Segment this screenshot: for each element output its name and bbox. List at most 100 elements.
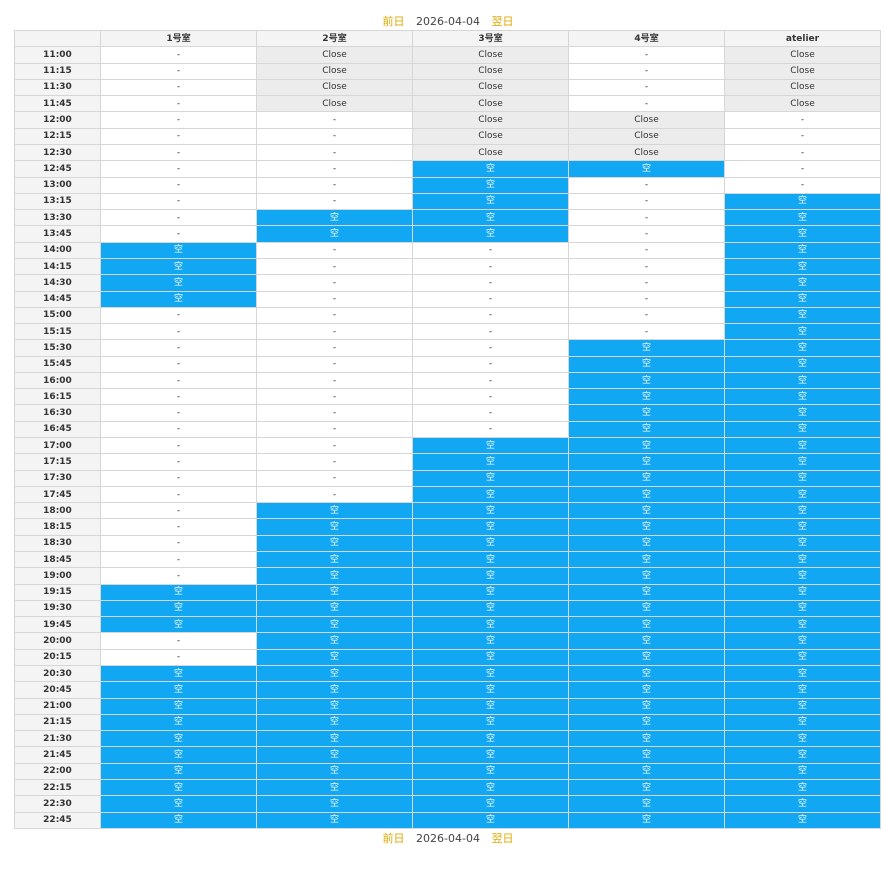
free-slot[interactable]: 空 [568, 355, 725, 373]
free-slot[interactable]: 空 [568, 160, 725, 178]
free-slot[interactable]: 空 [256, 209, 413, 227]
free-slot[interactable]: 空 [412, 176, 569, 194]
free-slot[interactable]: 空 [568, 746, 725, 764]
free-slot[interactable]: 空 [412, 469, 569, 487]
free-slot[interactable]: 空 [724, 371, 881, 390]
free-slot[interactable]: 空 [256, 762, 413, 780]
free-slot[interactable]: 空 [412, 502, 569, 520]
next-day-link[interactable]: 翌日 [491, 15, 514, 28]
free-slot[interactable]: 空 [724, 518, 881, 536]
free-slot[interactable]: 空 [568, 339, 725, 357]
free-slot[interactable]: 空 [724, 534, 881, 553]
free-slot[interactable]: 空 [256, 730, 413, 748]
free-slot[interactable]: 空 [412, 599, 569, 618]
free-slot[interactable]: 空 [568, 697, 725, 715]
free-slot[interactable]: 空 [724, 730, 881, 748]
free-slot[interactable]: 空 [256, 534, 413, 553]
free-slot[interactable]: 空 [100, 664, 257, 683]
free-slot[interactable]: 空 [100, 730, 257, 748]
free-slot[interactable]: 空 [100, 713, 257, 732]
free-slot[interactable]: 空 [724, 583, 881, 601]
free-slot[interactable]: 空 [568, 730, 725, 748]
free-slot[interactable]: 空 [724, 437, 881, 455]
free-slot[interactable]: 空 [412, 697, 569, 715]
free-slot[interactable]: 空 [724, 599, 881, 618]
free-slot[interactable]: 空 [100, 795, 257, 813]
free-slot[interactable]: 空 [568, 762, 725, 780]
free-slot[interactable]: 空 [412, 664, 569, 683]
free-slot[interactable]: 空 [724, 453, 881, 471]
free-slot[interactable]: 空 [568, 811, 725, 829]
free-slot[interactable]: 空 [724, 697, 881, 715]
free-slot[interactable]: 空 [568, 567, 725, 585]
free-slot[interactable]: 空 [412, 681, 569, 699]
free-slot[interactable]: 空 [568, 583, 725, 601]
free-slot[interactable]: 空 [412, 583, 569, 601]
free-slot[interactable]: 空 [412, 616, 569, 634]
free-slot[interactable]: 空 [412, 550, 569, 569]
free-slot[interactable]: 空 [100, 274, 257, 292]
free-slot[interactable]: 空 [100, 778, 257, 797]
free-slot[interactable]: 空 [724, 192, 881, 211]
free-slot[interactable]: 空 [568, 388, 725, 406]
free-slot[interactable]: 空 [412, 160, 569, 178]
free-slot[interactable]: 空 [568, 485, 725, 504]
free-slot[interactable]: 空 [412, 632, 569, 650]
free-slot[interactable]: 空 [256, 681, 413, 699]
free-slot[interactable]: 空 [256, 713, 413, 732]
free-slot[interactable]: 空 [568, 550, 725, 569]
free-slot[interactable]: 空 [256, 697, 413, 715]
free-slot[interactable]: 空 [100, 599, 257, 618]
free-slot[interactable]: 空 [568, 469, 725, 487]
free-slot[interactable]: 空 [412, 713, 569, 732]
free-slot[interactable]: 空 [100, 811, 257, 829]
free-slot[interactable]: 空 [256, 811, 413, 829]
free-slot[interactable]: 空 [724, 567, 881, 585]
free-slot[interactable]: 空 [724, 404, 881, 422]
free-slot[interactable]: 空 [568, 404, 725, 422]
free-slot[interactable]: 空 [724, 550, 881, 569]
free-slot[interactable]: 空 [100, 583, 257, 601]
free-slot[interactable]: 空 [568, 534, 725, 553]
free-slot[interactable]: 空 [412, 567, 569, 585]
free-slot[interactable]: 空 [256, 648, 413, 666]
free-slot[interactable]: 空 [568, 632, 725, 650]
free-slot[interactable]: 空 [412, 746, 569, 764]
free-slot[interactable]: 空 [568, 437, 725, 455]
free-slot[interactable]: 空 [412, 778, 569, 797]
free-slot[interactable]: 空 [568, 648, 725, 666]
free-slot[interactable]: 空 [412, 518, 569, 536]
free-slot[interactable]: 空 [724, 306, 881, 325]
free-slot[interactable]: 空 [100, 616, 257, 634]
free-slot[interactable]: 空 [724, 681, 881, 699]
free-slot[interactable]: 空 [256, 567, 413, 585]
free-slot[interactable]: 空 [568, 371, 725, 390]
free-slot[interactable]: 空 [724, 469, 881, 487]
free-slot[interactable]: 空 [100, 697, 257, 715]
free-slot[interactable]: 空 [256, 778, 413, 797]
free-slot[interactable]: 空 [724, 209, 881, 227]
free-slot[interactable]: 空 [100, 681, 257, 699]
free-slot[interactable]: 空 [412, 192, 569, 211]
free-slot[interactable]: 空 [412, 437, 569, 455]
free-slot[interactable]: 空 [724, 339, 881, 357]
free-slot[interactable]: 空 [568, 502, 725, 520]
next-day-link-bottom[interactable]: 翌日 [491, 831, 514, 845]
free-slot[interactable]: 空 [568, 616, 725, 634]
free-slot[interactable]: 空 [412, 795, 569, 813]
free-slot[interactable]: 空 [724, 323, 881, 341]
free-slot[interactable]: 空 [724, 648, 881, 666]
free-slot[interactable]: 空 [256, 599, 413, 618]
free-slot[interactable]: 空 [724, 485, 881, 504]
free-slot[interactable]: 空 [724, 746, 881, 764]
free-slot[interactable]: 空 [256, 632, 413, 650]
free-slot[interactable]: 空 [724, 420, 881, 439]
free-slot[interactable]: 空 [100, 241, 257, 259]
free-slot[interactable]: 空 [256, 746, 413, 764]
free-slot[interactable]: 空 [724, 762, 881, 780]
free-slot[interactable]: 空 [724, 616, 881, 634]
free-slot[interactable]: 空 [724, 257, 881, 276]
free-slot[interactable]: 空 [412, 485, 569, 504]
free-slot[interactable]: 空 [568, 599, 725, 618]
free-slot[interactable]: 空 [256, 583, 413, 601]
